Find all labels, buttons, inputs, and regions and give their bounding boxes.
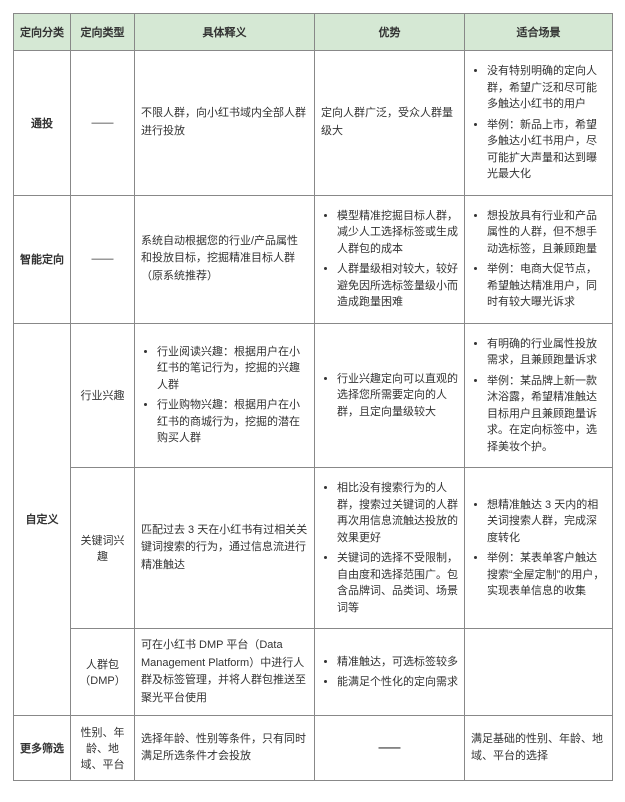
category-cell: 更多筛选 (14, 716, 71, 781)
type-cell: 性别、年龄、地域、平台 (71, 716, 135, 781)
advantage-cell: 模型精准挖掘目标人群，减少人工选择标签或生成人群包的成本人群量级相对较大，较好避… (315, 195, 465, 323)
table-row: 智能定向——系统自动根据您的行业/产品属性和投放目标，挖掘精准目标人群（原系统推… (14, 195, 613, 323)
definition-cell: 系统自动根据您的行业/产品属性和投放目标，挖掘精准目标人群（原系统推荐） (135, 195, 315, 323)
advantage-cell: 定向人群广泛，受众人群量级大 (315, 51, 465, 196)
scene-cell: 有明确的行业属性投放需求，且兼顾跑量诉求举例：某品牌上新一款沐浴露，希望精准触达… (465, 323, 613, 468)
type-cell: 人群包（DMP） (71, 629, 135, 716)
table-row: 人群包（DMP）可在小红书 DMP 平台（Data Management Pla… (14, 629, 613, 716)
table-row: 更多筛选性别、年龄、地域、平台选择年龄、性别等条件，只有同时满足所选条件才会投放… (14, 716, 613, 781)
header-definition: 具体释义 (135, 14, 315, 51)
definition-cell: 选择年龄、性别等条件，只有同时满足所选条件才会投放 (135, 716, 315, 781)
scene-cell: 没有特别明确的定向人群，希望广泛和尽可能多触达小红书的用户举例：新品上市，希望多… (465, 51, 613, 196)
type-cell: —— (71, 51, 135, 196)
definition-cell: 可在小红书 DMP 平台（Data Management Platform）中进… (135, 629, 315, 716)
category-cell: 通投 (14, 51, 71, 196)
type-cell: —— (71, 195, 135, 323)
advantage-cell: —— (315, 716, 465, 781)
scene-cell: 满足基础的性别、年龄、地域、平台的选择 (465, 716, 613, 781)
table-row: 通投——不限人群，向小红书域内全部人群进行投放定向人群广泛，受众人群量级大没有特… (14, 51, 613, 196)
type-cell: 关键词兴趣 (71, 468, 135, 629)
header-scene: 适合场景 (465, 14, 613, 51)
scene-cell (465, 629, 613, 716)
definition-cell: 匹配过去 3 天在小红书有过相关关键词搜索的行为，通过信息流进行精准触达 (135, 468, 315, 629)
advantage-cell: 行业兴趣定向可以直观的选择您所需要定向的人群，且定向量级较大 (315, 323, 465, 468)
header-row: 定向分类 定向类型 具体释义 优势 适合场景 (14, 14, 613, 51)
definition-cell: 行业阅读兴趣：根据用户在小红书的笔记行为，挖掘的兴趣人群行业购物兴趣：根据用户在… (135, 323, 315, 468)
category-cell: 自定义 (14, 323, 71, 716)
table-row: 关键词兴趣匹配过去 3 天在小红书有过相关关键词搜索的行为，通过信息流进行精准触… (14, 468, 613, 629)
table-row: 自定义行业兴趣行业阅读兴趣：根据用户在小红书的笔记行为，挖掘的兴趣人群行业购物兴… (14, 323, 613, 468)
definition-cell: 不限人群，向小红书域内全部人群进行投放 (135, 51, 315, 196)
header-category: 定向分类 (14, 14, 71, 51)
category-cell: 智能定向 (14, 195, 71, 323)
scene-cell: 想投放具有行业和产品属性的人群，但不想手动选标签，且兼顾跑量举例：电商大促节点，… (465, 195, 613, 323)
header-type: 定向类型 (71, 14, 135, 51)
type-cell: 行业兴趣 (71, 323, 135, 468)
scene-cell: 想精准触达 3 天内的相关词搜索人群，完成深度转化举例：某表单客户触达搜索“全屋… (465, 468, 613, 629)
header-advantage: 优势 (315, 14, 465, 51)
advantage-cell: 精准触达，可选标签较多能满足个性化的定向需求 (315, 629, 465, 716)
advantage-cell: 相比没有搜索行为的人群，搜索过关键词的人群再次用信息流触达投放的效果更好关键词的… (315, 468, 465, 629)
targeting-table: 定向分类 定向类型 具体释义 优势 适合场景 通投——不限人群，向小红书域内全部… (13, 13, 613, 781)
